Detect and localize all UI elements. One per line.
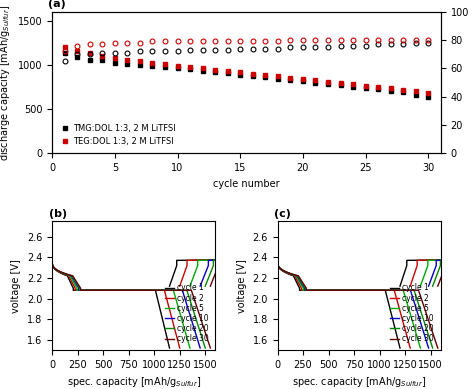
TEG:DOL 1:3, 2 M LiTFSI bbox=[125, 58, 130, 62]
TMG:DOL 1:3, 2 M LiTFSI bbox=[312, 80, 318, 85]
TEG:DOL 1:3, 2 M LiTFSI bbox=[62, 45, 67, 49]
TEG:DOL 1:3, 2 M LiTFSI bbox=[275, 74, 281, 79]
TMG:DOL 1:3, 2 M LiTFSI bbox=[212, 70, 218, 74]
TEG:DOL 1:3, 2 M LiTFSI bbox=[100, 54, 105, 58]
TEG:DOL 1:3, 2 M LiTFSI bbox=[375, 85, 381, 89]
TEG:DOL 1:3, 2 M LiTFSI bbox=[300, 77, 306, 81]
Y-axis label: discharge capacity [mAh/g$_{Sulfur}$]: discharge capacity [mAh/g$_{Sulfur}$] bbox=[0, 4, 12, 161]
Y-axis label: coulombic efficiency [%]: coulombic efficiency [%] bbox=[473, 23, 474, 143]
TEG:DOL 1:3, 2 M LiTFSI bbox=[263, 73, 268, 77]
TMG:DOL 1:3, 2 M LiTFSI bbox=[74, 54, 80, 59]
TMG:DOL 1:3, 2 M LiTFSI bbox=[62, 51, 67, 56]
TEG:DOL 1:3, 2 M LiTFSI bbox=[388, 86, 393, 91]
TMG:DOL 1:3, 2 M LiTFSI bbox=[225, 71, 230, 75]
TEG:DOL 1:3, 2 M LiTFSI bbox=[200, 66, 205, 71]
TEG:DOL 1:3, 2 M LiTFSI bbox=[237, 70, 243, 75]
TMG:DOL 1:3, 2 M LiTFSI bbox=[325, 82, 331, 86]
X-axis label: spec. capacity [mAh/g$_{Sulfur}$]: spec. capacity [mAh/g$_{Sulfur}$] bbox=[292, 375, 426, 389]
TEG:DOL 1:3, 2 M LiTFSI bbox=[325, 79, 331, 84]
Legend: cycle 1, cycle 2, cycle 5, cycle 10, cycle 20, cycle 30: cycle 1, cycle 2, cycle 5, cycle 10, cyc… bbox=[162, 280, 211, 346]
TEG:DOL 1:3, 2 M LiTFSI bbox=[288, 75, 293, 80]
TMG:DOL 1:3, 2 M LiTFSI bbox=[300, 79, 306, 84]
TEG:DOL 1:3, 2 M LiTFSI bbox=[187, 65, 193, 69]
TEG:DOL 1:3, 2 M LiTFSI bbox=[363, 83, 368, 88]
TMG:DOL 1:3, 2 M LiTFSI bbox=[162, 65, 168, 69]
TMG:DOL 1:3, 2 M LiTFSI bbox=[275, 76, 281, 81]
TEG:DOL 1:3, 2 M LiTFSI bbox=[87, 51, 92, 56]
TMG:DOL 1:3, 2 M LiTFSI bbox=[87, 57, 92, 62]
TEG:DOL 1:3, 2 M LiTFSI bbox=[74, 48, 80, 53]
Text: (c): (c) bbox=[274, 209, 291, 219]
TMG:DOL 1:3, 2 M LiTFSI bbox=[426, 95, 431, 99]
TMG:DOL 1:3, 2 M LiTFSI bbox=[363, 86, 368, 90]
TEG:DOL 1:3, 2 M LiTFSI bbox=[426, 91, 431, 96]
TMG:DOL 1:3, 2 M LiTFSI bbox=[263, 75, 268, 80]
Line: TMG:DOL 1:3, 2 M LiTFSI: TMG:DOL 1:3, 2 M LiTFSI bbox=[62, 51, 431, 99]
TEG:DOL 1:3, 2 M LiTFSI bbox=[150, 61, 155, 65]
X-axis label: cycle number: cycle number bbox=[213, 179, 280, 189]
TMG:DOL 1:3, 2 M LiTFSI bbox=[237, 72, 243, 77]
X-axis label: spec. capacity [mAh/g$_{Sulfur}$]: spec. capacity [mAh/g$_{Sulfur}$] bbox=[67, 375, 201, 389]
TMG:DOL 1:3, 2 M LiTFSI bbox=[413, 92, 419, 97]
TEG:DOL 1:3, 2 M LiTFSI bbox=[401, 88, 406, 92]
TMG:DOL 1:3, 2 M LiTFSI bbox=[100, 58, 105, 63]
TEG:DOL 1:3, 2 M LiTFSI bbox=[337, 81, 343, 85]
TMG:DOL 1:3, 2 M LiTFSI bbox=[250, 74, 255, 78]
TMG:DOL 1:3, 2 M LiTFSI bbox=[200, 68, 205, 73]
TMG:DOL 1:3, 2 M LiTFSI bbox=[150, 64, 155, 68]
TMG:DOL 1:3, 2 M LiTFSI bbox=[350, 84, 356, 89]
TEG:DOL 1:3, 2 M LiTFSI bbox=[350, 82, 356, 87]
TMG:DOL 1:3, 2 M LiTFSI bbox=[137, 63, 143, 67]
TMG:DOL 1:3, 2 M LiTFSI bbox=[401, 89, 406, 94]
TMG:DOL 1:3, 2 M LiTFSI bbox=[187, 67, 193, 72]
TEG:DOL 1:3, 2 M LiTFSI bbox=[250, 72, 255, 76]
Line: TEG:DOL 1:3, 2 M LiTFSI: TEG:DOL 1:3, 2 M LiTFSI bbox=[62, 45, 431, 96]
TMG:DOL 1:3, 2 M LiTFSI bbox=[112, 61, 118, 65]
Text: (b): (b) bbox=[49, 209, 67, 219]
TEG:DOL 1:3, 2 M LiTFSI bbox=[162, 62, 168, 67]
TEG:DOL 1:3, 2 M LiTFSI bbox=[175, 63, 181, 68]
TMG:DOL 1:3, 2 M LiTFSI bbox=[175, 66, 181, 71]
Y-axis label: voltage [V]: voltage [V] bbox=[237, 259, 247, 313]
TEG:DOL 1:3, 2 M LiTFSI bbox=[312, 78, 318, 83]
TEG:DOL 1:3, 2 M LiTFSI bbox=[112, 56, 118, 61]
TEG:DOL 1:3, 2 M LiTFSI bbox=[225, 69, 230, 74]
TEG:DOL 1:3, 2 M LiTFSI bbox=[137, 59, 143, 64]
Text: (a): (a) bbox=[48, 0, 66, 9]
Legend: cycle 1, cycle 2, cycle 5, cycle 10, cycle 20, cycle 30: cycle 1, cycle 2, cycle 5, cycle 10, cyc… bbox=[387, 280, 437, 346]
TMG:DOL 1:3, 2 M LiTFSI bbox=[375, 87, 381, 91]
TEG:DOL 1:3, 2 M LiTFSI bbox=[413, 89, 419, 94]
Y-axis label: voltage [V]: voltage [V] bbox=[11, 259, 21, 313]
TMG:DOL 1:3, 2 M LiTFSI bbox=[125, 61, 130, 66]
Legend: TMG:DOL 1:3, 2 M LiTFSI, TEG:DOL 1:3, 2 M LiTFSI: TMG:DOL 1:3, 2 M LiTFSI, TEG:DOL 1:3, 2 … bbox=[56, 121, 179, 149]
TMG:DOL 1:3, 2 M LiTFSI bbox=[288, 77, 293, 82]
TEG:DOL 1:3, 2 M LiTFSI bbox=[212, 67, 218, 72]
TMG:DOL 1:3, 2 M LiTFSI bbox=[388, 88, 393, 93]
TMG:DOL 1:3, 2 M LiTFSI bbox=[337, 83, 343, 88]
